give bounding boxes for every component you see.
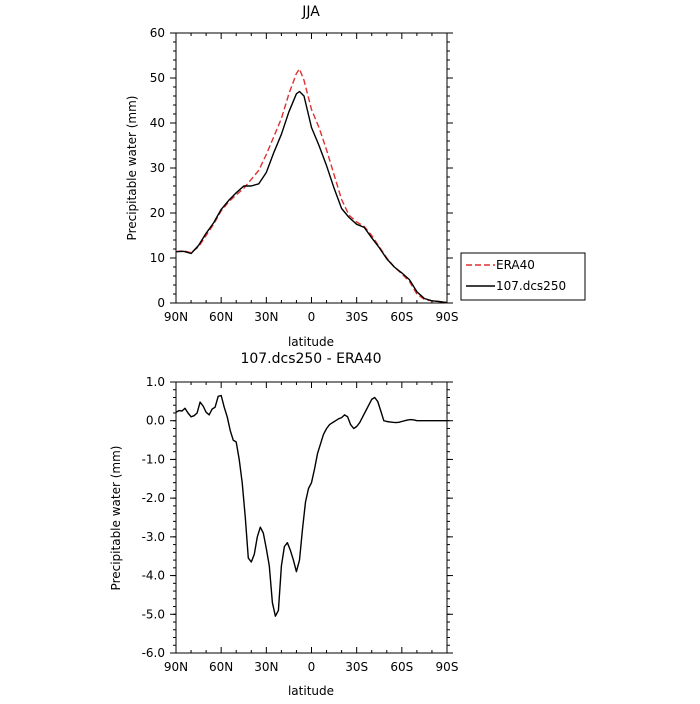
top-series-line-107-dcs250 [175,90,448,304]
bottom-x-tick-label: 0 [308,660,316,674]
top-y-tick-label: 20 [150,206,165,220]
bottom-y-tick-label: 1.0 [146,375,165,389]
bottom-x-axis-label: latitude [288,684,334,698]
bottom-y-tick-label: -5.0 [142,607,165,621]
bottom-y-tick-label: -2.0 [142,491,165,505]
top-panel-title: JJA [301,4,320,20]
legend-frame [460,252,586,301]
bottom-series-lines [175,394,447,617]
legend-label-era40: ERA40 [496,258,535,272]
bottom-y-axis-label: Precipitable water (mm) [109,446,123,591]
top-plot-frame [175,32,448,304]
bottom-y-tick-label: -3.0 [142,530,165,544]
bottom-x-tick-label: 90S [436,660,459,674]
top-x-tick-label: 90S [436,310,459,324]
bottom-plot-frame [175,381,448,654]
bottom-x-tick-label: 90N [164,660,188,674]
top-panel: JJA 90N 60N 30N 0 30S 60S 90S 0 10 20 30 40 50 60 lat… [125,4,586,349]
top-series-line-era40 [175,68,448,304]
bottom-y-tick-label: -1.0 [142,452,165,466]
top-series-lines [175,68,448,304]
top-x-tick-label: 60N [209,310,233,324]
top-y-tick-label: 50 [150,71,165,85]
bottom-x-tick-label: 30S [345,660,368,674]
bottom-x-tick-label: 60S [390,660,413,674]
bottom-x-tick-label: 30N [254,660,278,674]
top-y-axis-label: Precipitable water (mm) [125,96,139,241]
bottom-y-tick-label: 0.0 [146,414,165,428]
top-x-tick-label: 30S [345,310,368,324]
top-y-tick-label: 30 [150,161,165,175]
top-x-tick-label: 60S [390,310,413,324]
top-y-tick-label: 10 [150,251,165,265]
legend: ERA40 107.dcs250 [460,252,586,301]
legend-label-107-dcs250: 107.dcs250 [496,279,566,293]
bottom-panel: 107.dcs250 - ERA40 90N 60N 30N 0 30S 60S 90S 1.… [109,351,458,698]
bottom-x-tick-label: 60N [209,660,233,674]
top-x-tick-label: 30N [254,310,278,324]
bottom-series-line-0 [175,394,447,617]
top-axis-ticks: 90N 60N 30N 0 30S 60S 90S 0 10 20 30 40 50 60 [150,26,459,324]
bottom-axis-ticks: 90N 60N 30N 0 30S 60S 90S 1.0 0.0 -1.0 -2.0 -3.0 -4.… [142,375,459,674]
top-y-tick-label: 60 [150,26,165,40]
top-x-tick-label: 0 [308,310,316,324]
top-y-tick-label: 0 [157,296,165,310]
bottom-y-tick-label: -4.0 [142,569,165,583]
top-x-axis-label: latitude [288,335,334,349]
bottom-y-tick-label: -6.0 [142,646,165,660]
top-y-tick-label: 40 [150,116,165,130]
bottom-panel-title: 107.dcs250 - ERA40 [240,351,381,367]
top-x-tick-label: 90N [164,310,188,324]
